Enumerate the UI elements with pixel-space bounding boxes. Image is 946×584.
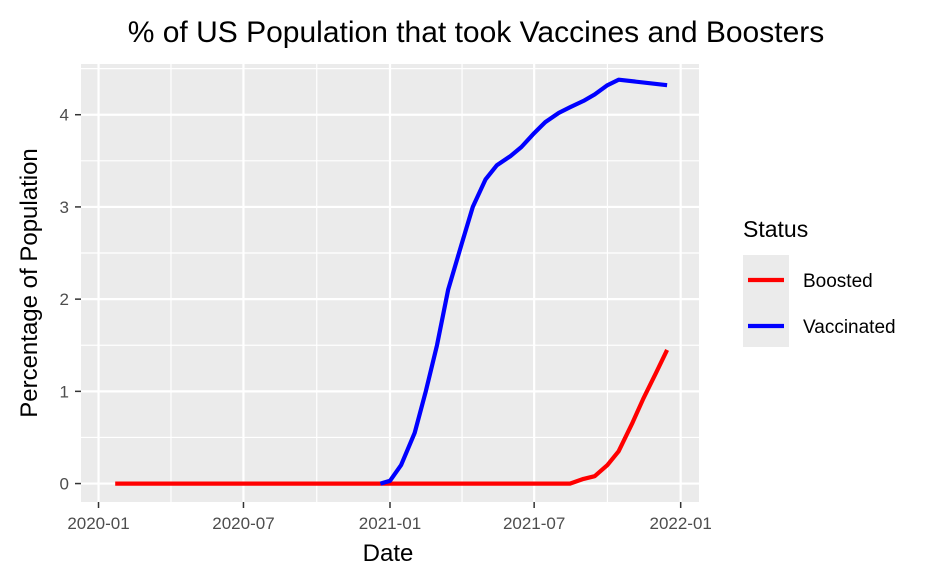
x-tick-label: 2020-07	[212, 514, 274, 533]
legend-items: Boosted Vaccinated	[748, 271, 896, 338]
y-tick-label: 2	[60, 290, 69, 309]
y-axis-title: Percentage of Population	[16, 148, 43, 418]
x-tick-labels: 2020-01 2020-07 2021-01 2021-07 2022-01	[67, 514, 712, 533]
y-tick-label: 0	[60, 475, 69, 494]
y-tick-label: 1	[60, 382, 69, 401]
series-line-boosted	[115, 348, 669, 486]
legend-label-vaccinated: Vaccinated	[803, 317, 896, 338]
x-tick-label: 2021-07	[503, 514, 565, 533]
legend-label-boosted: Boosted	[803, 271, 873, 292]
x-tick-label: 2021-01	[359, 514, 421, 533]
x-tick-label: 2020-01	[67, 514, 129, 533]
series-layer	[115, 77, 669, 486]
axis-ticks	[75, 113, 682, 508]
series-line-vaccinated	[379, 77, 668, 486]
legend-key-background	[743, 255, 789, 347]
x-tick-label: 2022-01	[649, 514, 711, 533]
y-tick-label: 4	[60, 106, 69, 125]
legend-title: Status	[743, 216, 808, 242]
legend: Status Boosted Vaccinated	[743, 216, 896, 347]
x-axis-title: Date	[363, 540, 414, 567]
chart-title: % of US Population that took Vaccines an…	[128, 16, 825, 49]
y-tick-label: 3	[60, 198, 69, 217]
y-tick-labels: 0 1 2 3 4	[60, 106, 69, 494]
